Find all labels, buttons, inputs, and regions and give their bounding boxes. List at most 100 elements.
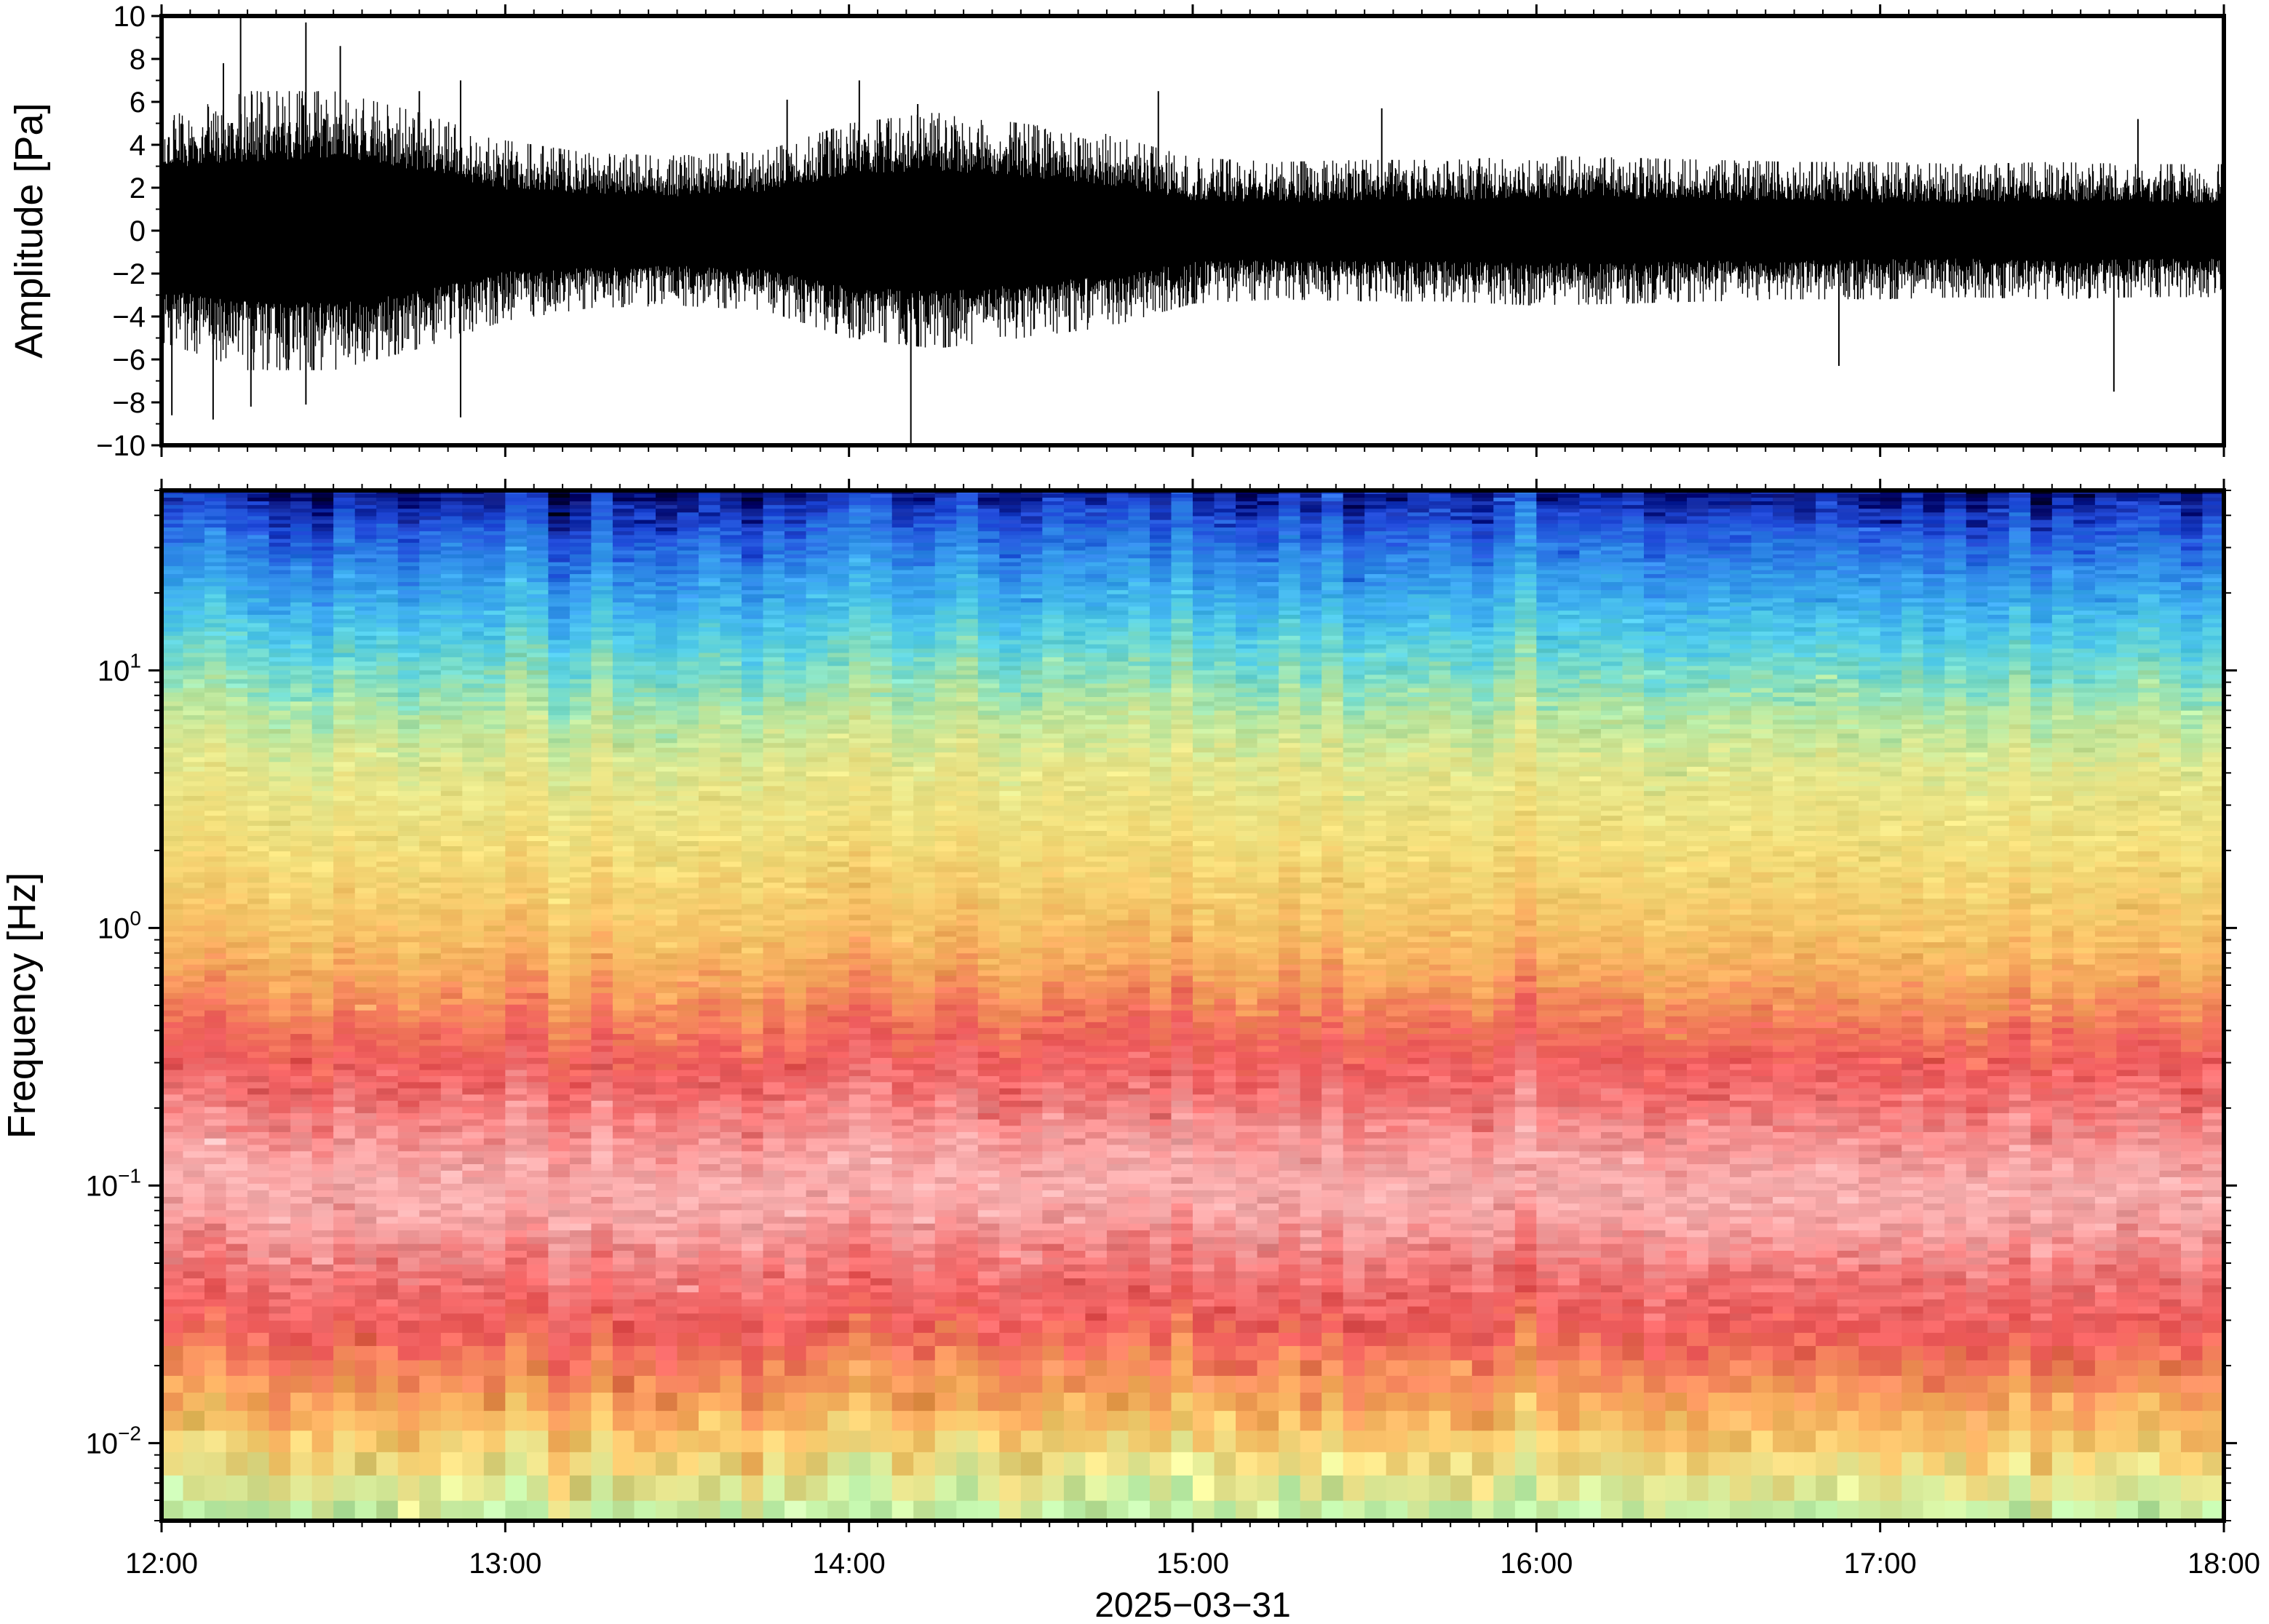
spectrogram-cell [247, 877, 270, 883]
spectrogram-cell [204, 523, 227, 528]
spectrogram-cell [634, 992, 656, 1000]
spectrogram-cell [505, 594, 528, 599]
spectrogram-cell [655, 494, 678, 498]
spectrogram-cell [569, 558, 592, 563]
spectrogram-cell [269, 747, 291, 753]
spectrogram-cell [397, 747, 420, 753]
spectrogram-cell [699, 627, 721, 632]
spectrogram-cell [591, 1223, 613, 1231]
spectrogram-cell [591, 1299, 613, 1307]
spectrogram-cell [226, 570, 248, 575]
spectrogram-cell [204, 586, 227, 591]
spectrogram-cell [247, 546, 270, 552]
spectrogram-cell [483, 1306, 506, 1314]
spectrogram-cell [677, 720, 699, 725]
spectrogram-cell [699, 766, 721, 773]
spectrogram-cell [505, 1177, 528, 1185]
spectrogram-cell [204, 566, 227, 571]
spectrogram-cell [634, 953, 656, 960]
spectrogram-cell [483, 1264, 506, 1273]
spectrogram-cell [742, 1145, 764, 1152]
spectrogram-cell [677, 1094, 699, 1102]
spectrogram-cell [591, 578, 613, 583]
spectrogram-cell [226, 1107, 248, 1114]
spectrogram-column-10 [376, 490, 399, 1521]
spectrogram-cell [226, 1075, 248, 1083]
spectrogram-cell [720, 640, 742, 645]
spectrogram-cell [311, 1375, 334, 1393]
spectrogram-cell [591, 1051, 613, 1059]
spectrogram-cell [333, 640, 356, 645]
spectrogram-cell [483, 888, 506, 894]
spectrogram-cell [354, 947, 377, 954]
spectrogram-cell [483, 602, 506, 608]
spectrogram-cell [569, 795, 592, 802]
spectrogram-cell [204, 1057, 227, 1064]
spectrogram-cell [419, 1034, 442, 1040]
spectrogram-cell [419, 516, 442, 521]
spectrogram-cell [183, 1332, 205, 1347]
spectrogram-cell [591, 1119, 613, 1126]
spectrogram-cell [505, 1112, 528, 1121]
spectrogram-cell [569, 1100, 592, 1107]
spectrogram-cell [354, 674, 377, 680]
spectrogram-cell [699, 835, 721, 842]
spectrogram-cell [419, 926, 442, 932]
spectrogram-cell [183, 964, 205, 971]
spectrogram-cell [290, 1197, 313, 1204]
spectrogram-cell [612, 947, 635, 954]
spectrogram-cell [419, 851, 442, 857]
spectrogram-cell [483, 1040, 506, 1047]
spectrogram-cell [569, 1094, 592, 1102]
spectrogram-cell [483, 1411, 506, 1431]
spectrogram-cell [183, 602, 205, 608]
spectrogram-cell [290, 1027, 313, 1035]
spectrogram-cell [720, 970, 742, 976]
spectrogram-cell [397, 771, 420, 777]
spectrogram-cell [634, 899, 656, 905]
spectrogram-cell [204, 1010, 227, 1017]
spectrogram-cell [183, 791, 205, 797]
spectrogram-cell [204, 830, 227, 837]
spectrogram-cell [548, 1313, 571, 1321]
spectrogram-cell [204, 867, 227, 873]
spectrogram-cell [612, 786, 635, 792]
spectrogram-cell [397, 1360, 420, 1377]
spectrogram-cell [634, 877, 656, 883]
spectrogram-cell [247, 1264, 270, 1273]
spectrogram-cell [634, 840, 656, 847]
spectrogram-cell [397, 1217, 420, 1225]
spectrogram-cell [612, 1375, 635, 1393]
spectrogram-cell [462, 851, 485, 857]
spectrogram-cell [419, 872, 442, 878]
spectrogram-cell [720, 1278, 742, 1286]
spectrogram-cell [526, 1285, 549, 1293]
spectrogram-cell [720, 610, 742, 616]
spectrogram-cell [354, 1251, 377, 1259]
spectrogram-cell [226, 574, 248, 579]
spectrogram-cell [548, 1177, 571, 1185]
spectrogram-cell [226, 1004, 248, 1011]
spectrogram-cell [269, 501, 291, 506]
spectrogram-cell [526, 1107, 549, 1114]
spectrogram-cell [462, 1345, 485, 1361]
spectrogram-cell [440, 1088, 463, 1095]
spectrogram-cell [440, 1278, 463, 1286]
spectrogram-cell [269, 710, 291, 716]
spectrogram-cell [548, 771, 571, 777]
spectrogram-cell [226, 947, 248, 954]
spectrogram-cell [569, 724, 592, 730]
spectrogram-cell [591, 992, 613, 1000]
spectrogram-cell [162, 1119, 184, 1126]
spectrogram-cell [634, 1138, 656, 1146]
spectrogram-cell [269, 558, 291, 563]
spectrogram-cell [440, 1223, 463, 1231]
spectrogram-cell [505, 867, 528, 873]
spectrogram-cell [591, 867, 613, 873]
spectrogram-cell [162, 1257, 184, 1265]
spectrogram-cell [677, 791, 699, 797]
spectrogram-cell [699, 542, 721, 547]
spectrogram-cell [505, 1040, 528, 1047]
spectrogram-cell [548, 877, 571, 883]
spectrogram-cell [699, 635, 721, 641]
